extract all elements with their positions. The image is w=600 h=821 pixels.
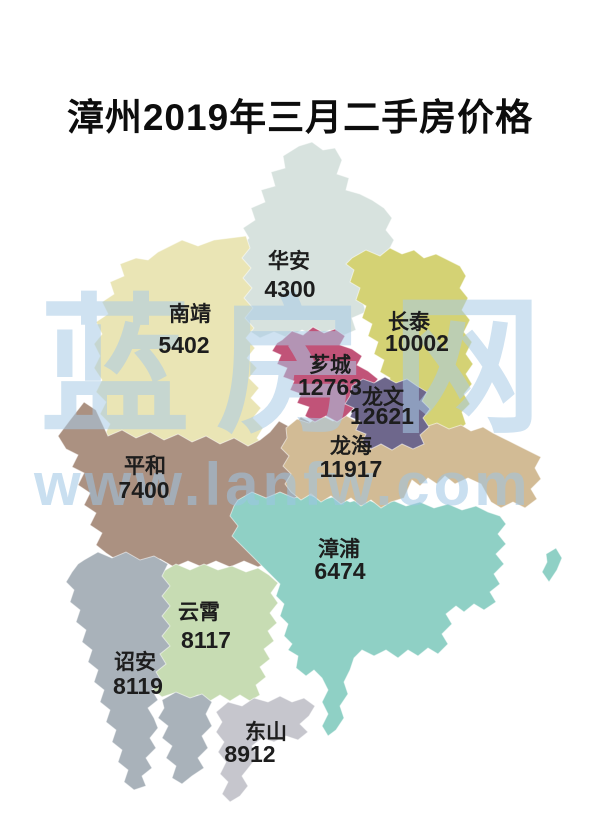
page-title: 漳州2019年三月二手房价格 xyxy=(66,96,534,138)
region-dongshan-label: 东山 xyxy=(245,720,287,744)
region-zhangpu-shape xyxy=(229,491,507,737)
region-zhaoan-price: 8119 xyxy=(113,673,163,699)
region-changtai-label: 长泰 xyxy=(388,311,431,334)
region-longhai-label: 龙海 xyxy=(330,434,372,458)
region-nanjing-label: 南靖 xyxy=(169,302,211,326)
region-longwen-shape xyxy=(344,376,431,451)
region-zhaoan-peninsula-shape xyxy=(157,691,213,785)
region-zhaoan-label: 诏安 xyxy=(114,650,156,674)
region-longwen-label: 龙文 xyxy=(362,385,405,409)
region-zhaoan-shape xyxy=(65,551,171,791)
region-pinghe-label: 平和 xyxy=(124,455,166,478)
region-huaan-price: 4300 xyxy=(264,276,315,302)
region-longwen-price: 12621 xyxy=(350,403,414,429)
region-xiangcheng-label: 芗城 xyxy=(309,353,351,377)
region-pinghe-price: 7400 xyxy=(118,477,169,503)
region-zhangpu-price: 6474 xyxy=(314,558,365,584)
region-huaan-label: 华安 xyxy=(268,249,310,273)
region-yunxiao-label: 云霄 xyxy=(178,601,220,624)
region-nanjing-price: 5402 xyxy=(158,332,209,358)
region-zhangpu-island-shape xyxy=(541,547,563,583)
region-zhangpu-label: 漳浦 xyxy=(318,537,360,561)
region-yunxiao-price: 8117 xyxy=(181,627,231,653)
region-dongshan-shape xyxy=(215,695,316,803)
region-longhai-price: 11917 xyxy=(320,456,383,482)
region-dongshan-price: 8912 xyxy=(224,741,275,767)
region-changtai-price: 10002 xyxy=(385,330,449,356)
region-xiangcheng-price: 12763 xyxy=(298,374,362,400)
